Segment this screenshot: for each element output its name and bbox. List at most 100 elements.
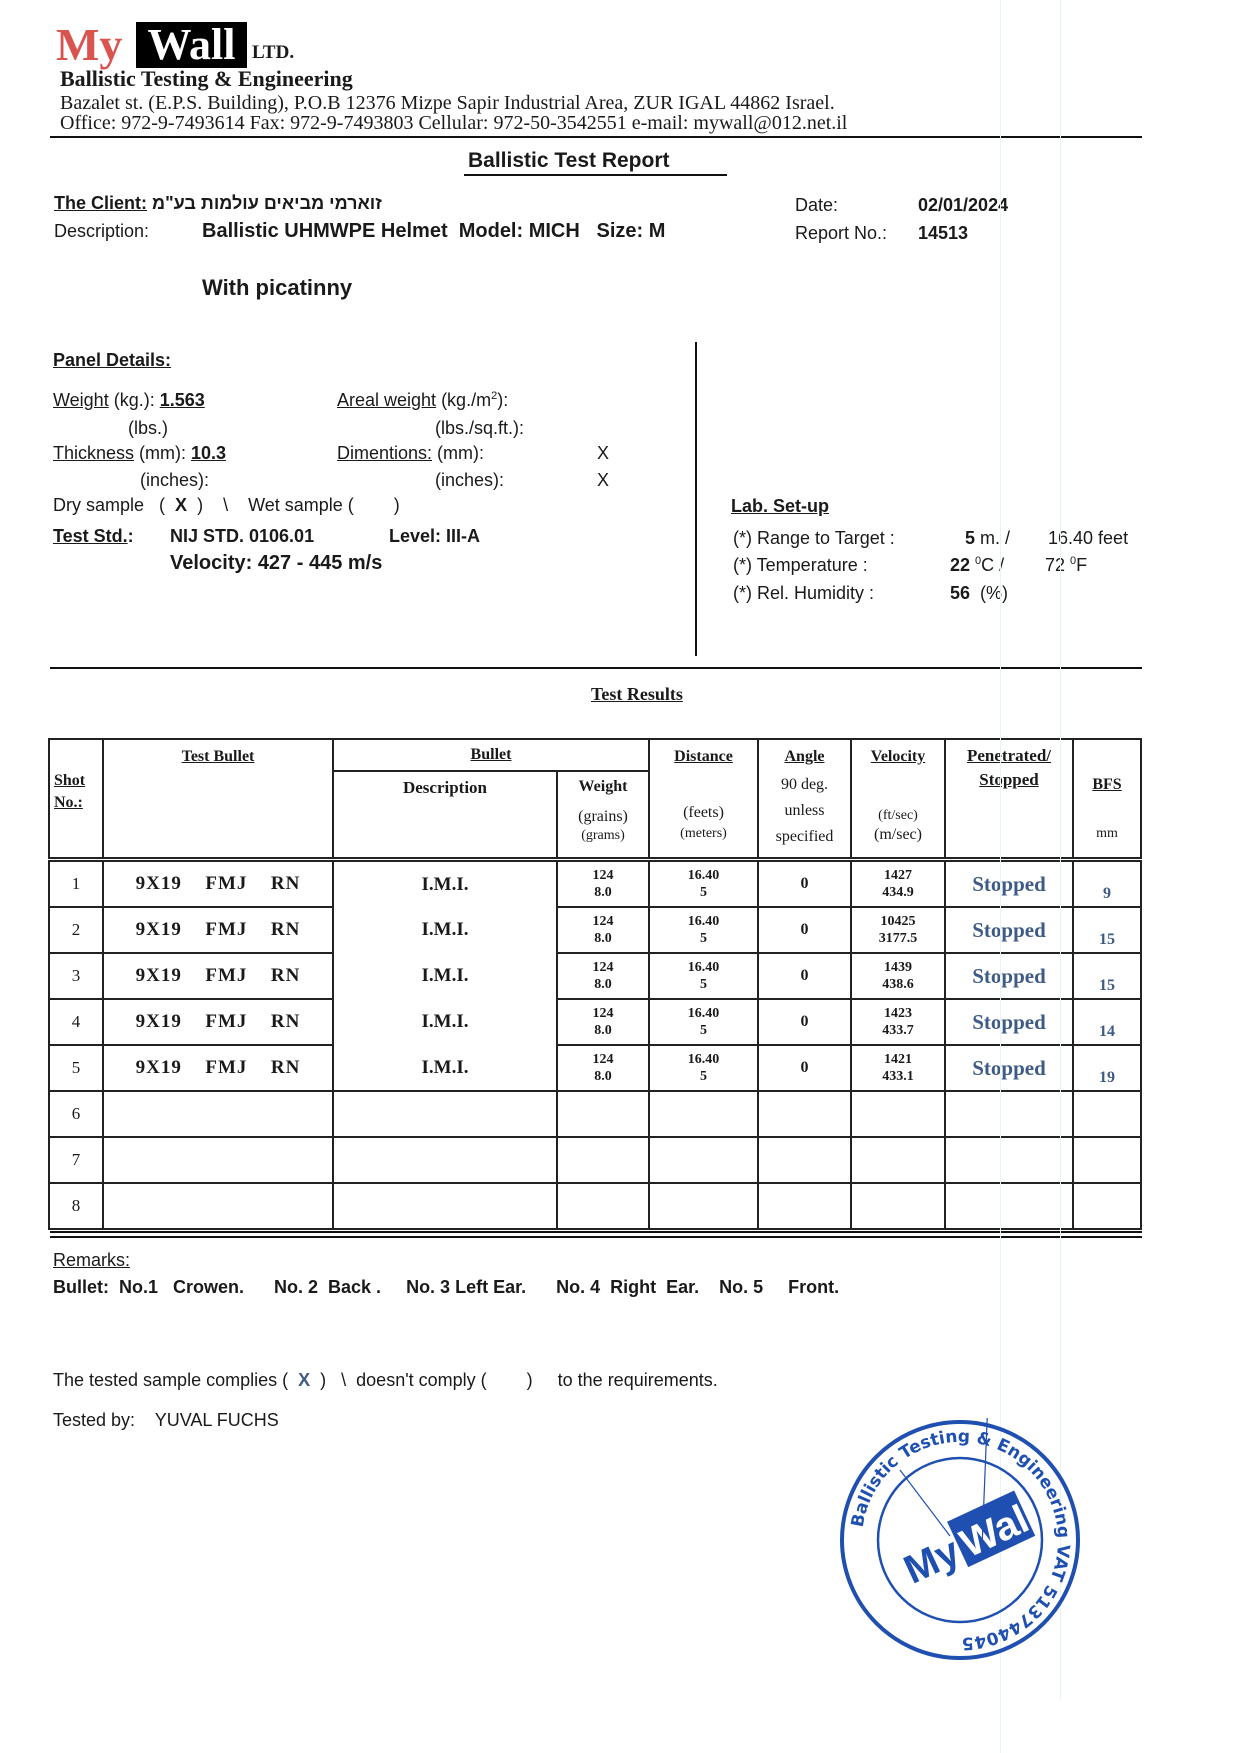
- cell-weight: 124 8.0: [556, 998, 650, 1046]
- cell-angle: [757, 1090, 852, 1138]
- dry-label: Dry sample (: [53, 495, 166, 515]
- lbs-label: (lbs.): [128, 418, 168, 438]
- cell-result: [944, 1136, 1074, 1184]
- cell-description: [332, 1136, 558, 1184]
- h-velocity: Velocity: [870, 748, 926, 765]
- tested-by-label: Tested by:: [53, 1410, 136, 1430]
- cell-distance: 16.40 5: [648, 1044, 759, 1092]
- velocity-fps: 10425: [880, 914, 916, 929]
- cell-velocity: [850, 1090, 946, 1138]
- cell-angle: 0: [757, 906, 852, 954]
- h-angle-2: unless: [784, 802, 825, 819]
- weight-unit: (kg.):: [108, 390, 160, 410]
- header-divider: [50, 136, 1142, 138]
- stamp-inner-ring: [876, 1456, 1044, 1624]
- areal-end: ):: [497, 390, 509, 410]
- cell-distance: 16.40 5: [648, 858, 759, 908]
- cell-weight: [556, 1090, 650, 1138]
- date-value: 02/01/2024: [918, 195, 1009, 215]
- company-stamp: Ballistic Testing & Engineering VAT 5137…: [840, 1418, 1080, 1660]
- remarks-text: Bullet: No.1 Crowen. No. 2 Back . No. 3 …: [53, 1277, 840, 1297]
- section-vertical-divider: [695, 342, 697, 656]
- cell-bfs: 9: [1072, 858, 1142, 908]
- cell-shot: 1: [48, 858, 104, 908]
- temp-f-value: 72: [1045, 555, 1066, 575]
- h-angle-1: 90 deg.: [780, 776, 829, 793]
- weight-grams: 8.0: [594, 977, 612, 992]
- h-bfs: BFS: [1092, 776, 1122, 793]
- compliance-statement: The tested sample complies ( X ) \ doesn…: [53, 1370, 718, 1391]
- temp-c-unit: C /: [981, 555, 1005, 575]
- areal-lbs: (lbs./sq.ft.):: [435, 418, 525, 438]
- cell-weight: 124 8.0: [556, 858, 650, 908]
- compliance-prefix: The tested sample complies (: [53, 1370, 289, 1390]
- cell-test-bullet: 9X19 FMJ RN: [102, 858, 334, 908]
- description-value: Ballistic UHMWPE Helmet Model: MICH Size…: [202, 220, 666, 242]
- velocity-fps: 1439: [884, 960, 912, 975]
- scan-artifact-line: [1000, 0, 1001, 1753]
- cell-bfs: 15: [1072, 952, 1142, 1000]
- weight-grains: 124: [592, 914, 614, 929]
- cell-distance: 16.40 5: [648, 998, 759, 1046]
- header-shot-2: No.:: [54, 794, 83, 811]
- description-extra: With picatinny: [202, 275, 353, 300]
- cell-bfs: 19: [1072, 1044, 1142, 1092]
- cell-velocity: 1439 438.6: [850, 952, 946, 1000]
- lab-setup-heading: Lab. Set-up: [731, 496, 829, 516]
- cell-velocity: 1423 433.7: [850, 998, 946, 1046]
- h-velocity-u1: (ft/sec): [878, 808, 918, 823]
- cell-weight: 124 8.0: [556, 906, 650, 954]
- velocity-mps: 433.7: [882, 1023, 914, 1038]
- weight-grams: 8.0: [594, 885, 612, 900]
- cell-test-bullet: 9X19 FMJ RN: [102, 1044, 334, 1092]
- cell-shot: 6: [48, 1090, 104, 1138]
- header-bfs: BFS mm: [1072, 738, 1142, 861]
- tested-by-value: YUVAL FUCHS: [154, 1410, 279, 1430]
- h-distance-u2: (meters): [680, 826, 727, 841]
- dry-end: ) \ Wet sample ( ): [197, 495, 400, 515]
- cell-result: Stopped: [944, 1044, 1074, 1092]
- company-contact: Office: 972-9-7493614 Fax: 972-9-7493803…: [60, 112, 848, 134]
- weight-grams: 8.0: [594, 931, 612, 946]
- cell-angle: [757, 1136, 852, 1184]
- test-std-value: NIJ STD. 0106.01: [170, 526, 315, 546]
- temp-f-unit: F: [1076, 555, 1088, 575]
- temp-c-value: 22: [950, 555, 971, 575]
- h-weight-u2: (grams): [581, 828, 625, 843]
- weight-label: Weight: [53, 390, 109, 410]
- client-label: The Client:: [54, 193, 147, 213]
- cell-weight: [556, 1182, 650, 1230]
- cell-angle: 0: [757, 858, 852, 908]
- cell-bfs: [1072, 1136, 1142, 1184]
- dimentions-row: Dimentions: (mm):: [337, 443, 484, 464]
- remarks-label: Remarks:: [53, 1250, 131, 1270]
- cell-shot: 2: [48, 906, 104, 954]
- cell-description: [332, 1090, 558, 1138]
- table-row: 2 9X19 FMJ RN I.M.I. 124 8.0 16.40 5 0 10425 3177…: [48, 906, 1142, 954]
- cell-velocity: [850, 1136, 946, 1184]
- header-result: Penetrated/Stopped: [944, 738, 1074, 861]
- areal-row: Areal weight (kg./m2):: [337, 390, 508, 411]
- dimentions-mm: (mm):: [432, 443, 485, 463]
- humidity-label: (*) Rel. Humidity :: [733, 583, 875, 603]
- h-weight: Weight: [578, 778, 628, 795]
- company-address: Bazalet st. (E.P.S. Building), P.O.B 123…: [60, 92, 835, 114]
- areal-sup: 2: [491, 390, 498, 402]
- remarks-divider-1: [50, 1231, 1142, 1233]
- description-label: Description:: [54, 221, 150, 241]
- header-distance: Distance (feets) (meters): [648, 738, 759, 861]
- range-feet: 16.40 feet: [1048, 528, 1129, 548]
- test-level: Level: III-A: [389, 526, 481, 546]
- cell-distance: [648, 1182, 759, 1230]
- table-row: 3 9X19 FMJ RN I.M.I. 124 8.0 16.40 5 0 1439 438.6…: [48, 952, 1142, 1000]
- dim-mm-value: X: [597, 443, 610, 463]
- cell-velocity: 1427 434.9: [850, 858, 946, 908]
- cell-angle: 0: [757, 1044, 852, 1092]
- cell-velocity: 1421 433.1: [850, 1044, 946, 1092]
- thickness-inches: (inches):: [140, 470, 210, 490]
- header-angle: Angle 90 deg. unless specified: [757, 738, 852, 861]
- cell-description: I.M.I.: [332, 859, 558, 907]
- distance-meters: 5: [700, 885, 707, 900]
- velocity-mps: 433.1: [882, 1069, 914, 1084]
- cell-velocity: 10425 3177.5: [850, 906, 946, 954]
